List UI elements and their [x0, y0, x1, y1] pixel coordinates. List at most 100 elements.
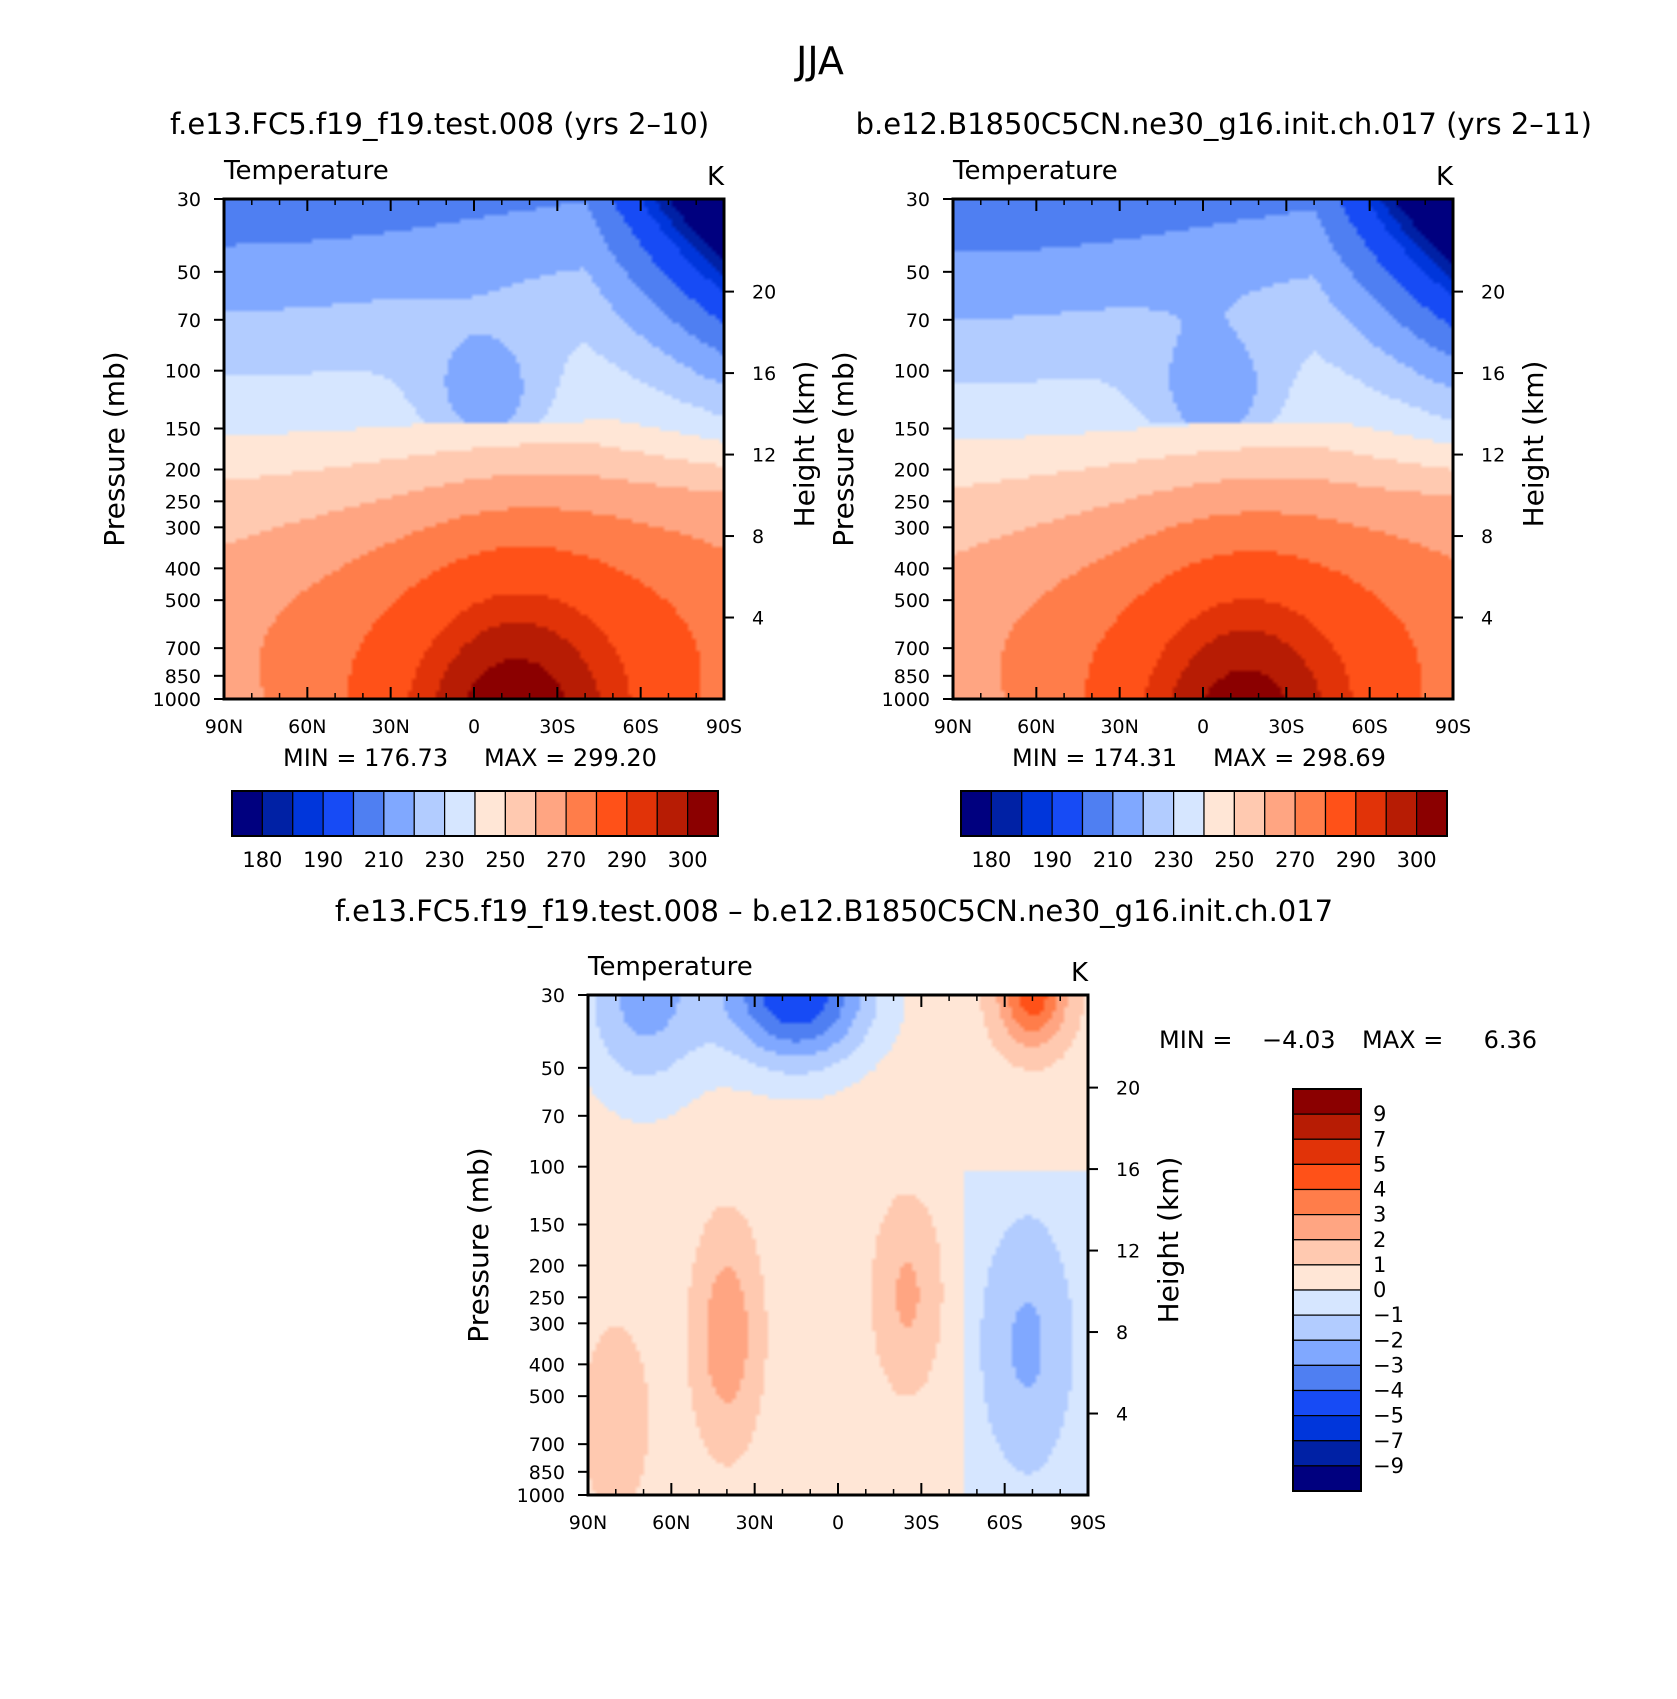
x-tick-label: 30S — [539, 716, 575, 738]
colorbar-swatch — [1081, 790, 1114, 837]
right-axis-label: Height (km) — [788, 361, 821, 528]
colorbar-swatch — [474, 790, 506, 837]
x-tick-label: 60S — [1352, 716, 1388, 738]
y-tick-label: 100 — [165, 361, 201, 383]
y-tick-label: 200 — [529, 1256, 565, 1278]
colorbar-label: 7 — [1373, 1127, 1386, 1151]
colorbar-swatch — [1292, 1138, 1362, 1165]
x-tick-label: 60N — [288, 716, 326, 738]
colorbar-swatch — [1292, 1188, 1362, 1216]
x-tick-label: 90N — [934, 716, 972, 738]
y-tick-label: 400 — [894, 558, 930, 580]
y-tick-label: 400 — [529, 1354, 565, 1376]
colorbar-label: −9 — [1373, 1454, 1404, 1478]
colorbar-label: 3 — [1373, 1203, 1386, 1227]
y-tick-label: 50 — [906, 262, 930, 284]
max-label: MAX = 298.69 — [1213, 744, 1386, 772]
colorbar-label: −5 — [1373, 1404, 1404, 1428]
x-tick-label: 0 — [832, 1512, 844, 1534]
y-tick-label: 400 — [165, 558, 201, 580]
colorbar-label: 230 — [425, 848, 465, 872]
y-tick-label: 150 — [165, 418, 201, 440]
colorbar-swatch — [1355, 790, 1387, 837]
colorbar-label: 210 — [364, 848, 404, 872]
colorbar-label: 300 — [668, 848, 708, 872]
colorbar-swatch — [1264, 790, 1296, 837]
colorbar-label: −7 — [1373, 1429, 1404, 1453]
top-right-heading: b.e12.B1850C5CN.ne30_g16.init.ch.017 (yr… — [856, 107, 1592, 141]
units-label: K — [1436, 162, 1454, 192]
y-tick-label: 100 — [529, 1157, 565, 1179]
colorbar-frame — [231, 790, 719, 837]
panel-title: Temperature — [223, 156, 389, 186]
colorbar-swatch — [1292, 1339, 1362, 1366]
height-tick-label: 12 — [1481, 445, 1505, 467]
colorbar-label: 180 — [971, 848, 1011, 872]
y-tick-label: 70 — [541, 1106, 565, 1128]
colorbar-swatch — [595, 790, 628, 837]
bottom-heading: f.e13.FC5.f19_f19.test.008 – b.e12.B1850… — [335, 894, 1333, 928]
colorbar-swatch — [1324, 790, 1357, 837]
colorbar: 180 190 210 230 250 270 290 300 — [231, 790, 719, 872]
colorbar-swatch — [1292, 1214, 1362, 1241]
min-label: MIN = 174.31 — [1012, 744, 1177, 772]
colorbar-swatch — [990, 790, 1023, 837]
y-tick-label: 250 — [529, 1287, 565, 1309]
y-tick-label: 200 — [165, 460, 201, 482]
panel-control-run: Temperature K 90N 60N 30N 0 30S 60S 90S 30 50 70 100… — [98, 156, 821, 872]
colorbar-swatch — [1292, 1113, 1362, 1140]
colorbar-swatch — [1292, 1415, 1362, 1442]
y-tick-label: 500 — [529, 1386, 565, 1408]
colorbar-swatch — [565, 790, 598, 837]
colorbar-swatch — [1294, 790, 1327, 837]
colorbar-label: 5 — [1373, 1152, 1386, 1176]
x-tick-label: 90N — [205, 716, 243, 738]
colorbar-swatch — [1385, 790, 1418, 837]
x-tick-label: 60S — [987, 1512, 1023, 1534]
colorbar-label: 290 — [607, 848, 647, 872]
colorbar-label: 180 — [242, 848, 282, 872]
height-tick-label: 20 — [752, 282, 776, 304]
colorbar-swatch — [1292, 1088, 1362, 1115]
x-tick-label: 30N — [371, 716, 409, 738]
height-tick-label: 16 — [752, 363, 776, 385]
colorbar-swatch — [261, 790, 294, 837]
y-tick-label: 250 — [894, 491, 930, 513]
x-tick-label: 30N — [735, 1512, 773, 1534]
x-tick-label: 0 — [468, 716, 480, 738]
colorbar-swatch — [687, 790, 719, 837]
figure-title: JJA — [794, 39, 844, 83]
colorbar-label: −4 — [1373, 1379, 1404, 1403]
colorbar-label: 290 — [1336, 848, 1376, 872]
colorbar-swatch — [1051, 790, 1084, 837]
colorbar-label: 270 — [546, 848, 586, 872]
colorbar-swatch — [1292, 1163, 1362, 1191]
y-tick-label: 850 — [165, 666, 201, 688]
colorbar-label: 270 — [1275, 848, 1315, 872]
colorbar-swatch — [352, 790, 385, 837]
colorbar-frame — [960, 790, 1448, 837]
panel-title: Temperature — [952, 156, 1118, 186]
y-tick-label: 50 — [541, 1058, 565, 1080]
colorbar-label: −2 — [1373, 1328, 1404, 1352]
colorbar-label: 250 — [485, 848, 525, 872]
x-tick-label: 0 — [1197, 716, 1209, 738]
x-tick-label: 60N — [652, 1512, 690, 1534]
colorbar-swatch — [1292, 1465, 1362, 1492]
y-tick-label: 50 — [177, 262, 201, 284]
y-tick-label: 500 — [894, 590, 930, 612]
y-tick-label: 70 — [177, 310, 201, 332]
y-tick-label: 150 — [894, 418, 930, 440]
colorbar-swatch — [1021, 790, 1053, 837]
x-tick-label: 90S — [1070, 1512, 1106, 1534]
y-tick-label: 850 — [894, 666, 930, 688]
height-tick-label: 4 — [752, 608, 764, 630]
y-tick-label: 300 — [894, 517, 930, 539]
max-value: 6.36 — [1484, 1026, 1537, 1054]
min-value: −4.03 — [1262, 1026, 1336, 1054]
height-tick-label: 4 — [1116, 1404, 1128, 1426]
colorbar-swatch — [1173, 790, 1205, 837]
colorbar-label: −3 — [1373, 1353, 1404, 1377]
colorbar-swatch — [1292, 1239, 1362, 1266]
